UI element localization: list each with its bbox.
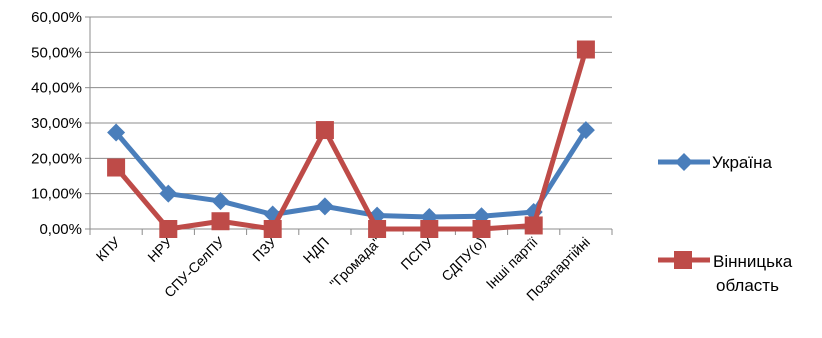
x-tick-label: СДПУ(о) (438, 234, 488, 284)
data-point (420, 220, 439, 238)
series-line (114, 48, 589, 232)
legend-label-vinnytsia-line2: область (716, 276, 779, 295)
legend-item-vinnytsia: Вінницька область (658, 251, 793, 295)
legend-label-vinnytsia-line1: Вінницька (713, 252, 793, 271)
y-tick-label: 50,00% (31, 44, 82, 61)
series-0 (107, 121, 595, 226)
data-point (211, 212, 230, 231)
x-tick-label: НДП (300, 234, 332, 266)
y-tick-label: 40,00% (31, 80, 82, 97)
y-tick-label: 0,00% (39, 221, 82, 238)
series-group (107, 40, 595, 238)
data-point (524, 216, 543, 235)
x-tick-label: ПСПУ (397, 234, 436, 273)
y-tick-label: 10,00% (31, 186, 82, 203)
legend-item-ukraine: Україна (658, 153, 772, 172)
x-tick-label: ПЗУ (249, 234, 280, 265)
data-point (368, 220, 387, 238)
data-point (263, 220, 282, 238)
legend-marker-ukraine (675, 153, 693, 171)
data-point (159, 184, 178, 203)
data-point (107, 158, 126, 177)
series-line (114, 128, 589, 220)
series-1 (107, 40, 595, 238)
legend-label-ukraine: Україна (712, 153, 772, 172)
legend: Україна Вінницька область (658, 153, 793, 295)
x-tick-label: КПУ (93, 234, 124, 265)
data-point (576, 40, 595, 59)
x-tick-label: НРУ (144, 234, 175, 265)
data-point (315, 121, 334, 140)
legend-marker-vinnytsia (674, 251, 692, 269)
data-point (107, 123, 126, 142)
x-tick-label: "Громада" (326, 234, 384, 292)
data-point (159, 220, 178, 238)
y-tick-label: 20,00% (31, 150, 82, 167)
y-tick-label: 30,00% (31, 115, 82, 132)
y-tick-label: 60,00% (31, 9, 82, 26)
data-point (211, 192, 230, 211)
data-point (315, 197, 334, 216)
data-point (472, 220, 491, 238)
y-axis-ticks: 0,00% 10,00% 20,00% 30,00% 40,00% 50,00% 60,00… (31, 9, 82, 238)
data-point (576, 121, 595, 140)
